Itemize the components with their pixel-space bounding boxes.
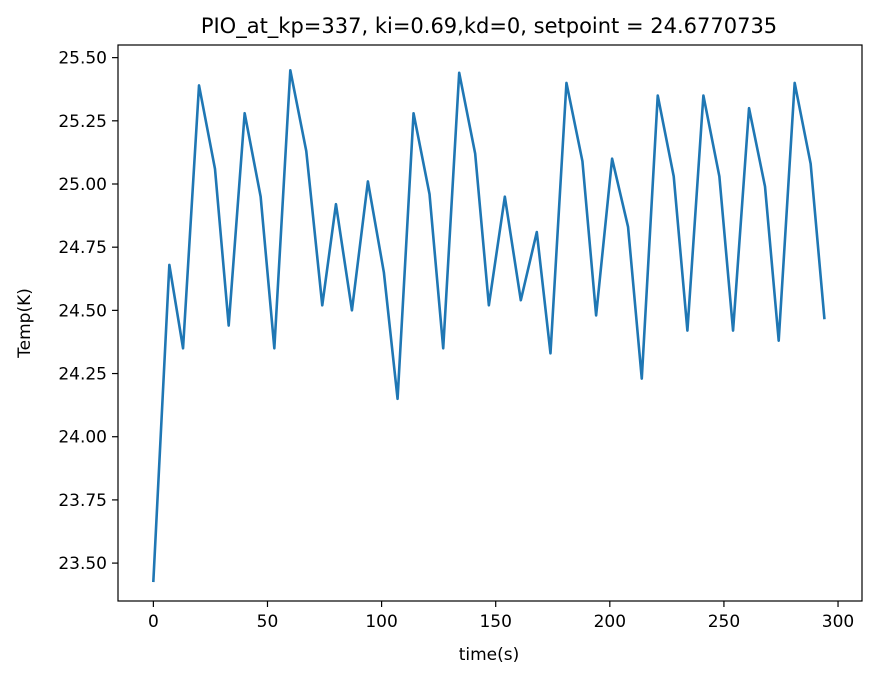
series-line: [152, 68, 826, 583]
x-tick-label: 200: [594, 612, 626, 632]
x-tick-label: 250: [708, 612, 740, 632]
chart-title: PIO_at_kp=337, ki=0.69,kd=0, setpoint = …: [201, 14, 777, 39]
y-axis: 23.50 23.75 24.00 24.25 24.50 24.75 25.00 25.25…: [58, 49, 118, 574]
y-axis-label: Temp(K): [15, 288, 35, 359]
x-axis-label: time(s): [459, 645, 520, 665]
x-tick-label: 150: [479, 612, 511, 632]
y-tick-label: 23.75: [58, 491, 107, 511]
y-tick-label: 25.25: [58, 112, 107, 132]
y-tick-label: 25.50: [58, 49, 107, 69]
x-tick-label: 0: [148, 612, 159, 632]
y-tick-label: 24.75: [58, 238, 107, 258]
y-tick-label: 24.00: [58, 428, 107, 448]
x-axis: 0 50 100 150 200 250 300: [148, 601, 854, 632]
axes-frame: [117, 44, 863, 602]
y-tick-label: 25.00: [58, 175, 107, 195]
plot-area: [152, 68, 826, 583]
x-tick-label: 300: [822, 612, 854, 632]
y-tick-label: 23.50: [58, 554, 107, 574]
x-tick-label: 50: [257, 612, 279, 632]
y-tick-label: 24.25: [58, 365, 107, 385]
x-tick-label: 100: [365, 612, 397, 632]
y-tick-label: 24.50: [58, 301, 107, 321]
